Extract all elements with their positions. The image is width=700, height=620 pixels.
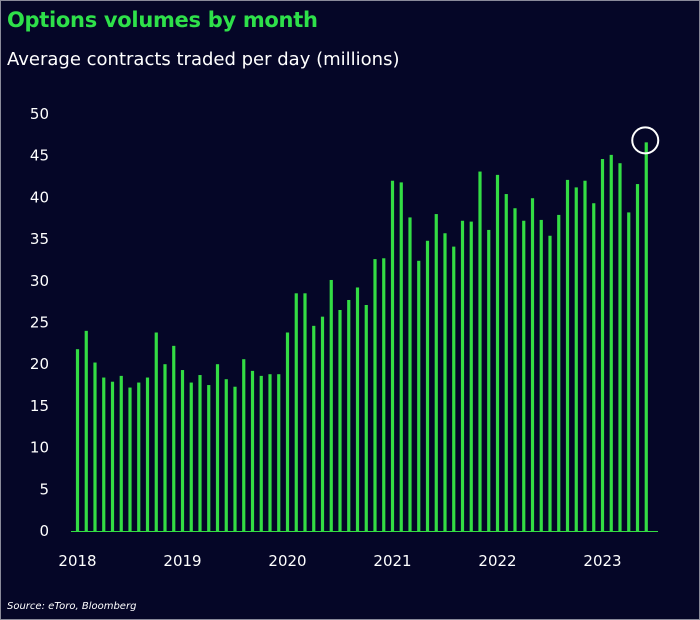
bar-series: [75, 142, 648, 532]
y-tick-label: 50: [30, 105, 49, 123]
bar: [478, 171, 482, 532]
y-tick-label: 0: [39, 522, 49, 540]
bar: [355, 287, 360, 531]
bar: [373, 259, 377, 531]
y-tick-label: 10: [30, 439, 49, 457]
bar: [347, 299, 351, 531]
x-tick-label: 2022: [478, 552, 516, 570]
bar: [408, 217, 412, 532]
bar: [128, 387, 132, 531]
bar: [522, 220, 526, 531]
bar: [145, 377, 150, 531]
bar: [180, 370, 185, 531]
bar: [102, 377, 106, 531]
bar: [172, 345, 176, 531]
bar: [364, 304, 368, 531]
chart-title: Options volumes by month: [7, 8, 318, 32]
bar: [565, 179, 570, 531]
bar: [425, 240, 430, 531]
bar: [574, 187, 578, 531]
x-tick-label: 2019: [163, 552, 201, 570]
bar: [390, 180, 395, 531]
bar: [154, 332, 158, 531]
bar: [452, 246, 456, 532]
bar: [513, 208, 517, 532]
bar: [495, 174, 500, 531]
y-tick-label: 30: [30, 272, 49, 290]
bar: [312, 325, 316, 531]
y-tick-label: 25: [30, 314, 49, 332]
bar: [189, 382, 193, 531]
bar: [644, 142, 648, 532]
bar: [338, 309, 342, 531]
y-tick-label: 15: [30, 397, 49, 415]
y-tick-label: 35: [30, 230, 49, 248]
bar: [285, 332, 290, 531]
bar: [215, 364, 220, 531]
bar: [583, 180, 587, 531]
bar: [592, 203, 596, 532]
bar: [75, 349, 80, 531]
bar: [600, 159, 605, 532]
y-tick-label: 5: [39, 480, 49, 498]
bar: [530, 198, 535, 532]
highlight-marker: [631, 126, 660, 155]
bar: [242, 359, 246, 531]
bar: [137, 382, 141, 531]
bar: [320, 316, 325, 531]
bar: [207, 385, 211, 531]
y-axis: 0 5 10 15 20 25 30 35 40 45 50: [30, 105, 49, 540]
chart-subtitle: Average contracts traded per day (millio…: [7, 49, 400, 70]
y-tick-label: 40: [30, 188, 49, 206]
bar: [329, 279, 333, 531]
source-note: Source: eToro, Bloomberg: [7, 601, 137, 612]
bar: [268, 374, 272, 531]
bar: [469, 221, 473, 531]
bar: [434, 214, 438, 531]
bar: [259, 375, 263, 531]
bar: [539, 219, 543, 532]
x-tick-label: 2020: [268, 552, 306, 570]
bar: [487, 229, 491, 531]
bar: [399, 182, 403, 531]
highlight-circle: [631, 126, 660, 155]
bar: [618, 163, 622, 531]
bar: [443, 233, 447, 531]
bar: [627, 212, 631, 531]
bar: [303, 293, 307, 531]
bar: [548, 235, 552, 531]
x-tick-label: 2018: [58, 552, 96, 570]
bar: [233, 386, 237, 531]
x-tick-label: 2021: [373, 552, 411, 570]
bar: [277, 374, 281, 531]
y-tick-label: 45: [30, 147, 49, 165]
bar: [609, 154, 613, 531]
bar: [119, 375, 123, 531]
bar: [250, 370, 255, 531]
bar: [557, 214, 561, 531]
bar: [460, 220, 465, 531]
bar: [110, 381, 115, 531]
bar: [294, 293, 298, 531]
bar: [163, 364, 167, 531]
bar: [504, 194, 508, 531]
bar: [417, 260, 421, 531]
x-axis: 2018 2019 2020 2021 2022 2023: [58, 531, 658, 570]
bar: [198, 375, 202, 531]
bar: [382, 258, 386, 531]
bar: [635, 184, 640, 531]
y-tick-label: 20: [30, 355, 49, 373]
bar: [224, 379, 228, 531]
bar: [93, 362, 97, 531]
bar: [84, 330, 88, 531]
x-tick-label: 2023: [583, 552, 621, 570]
